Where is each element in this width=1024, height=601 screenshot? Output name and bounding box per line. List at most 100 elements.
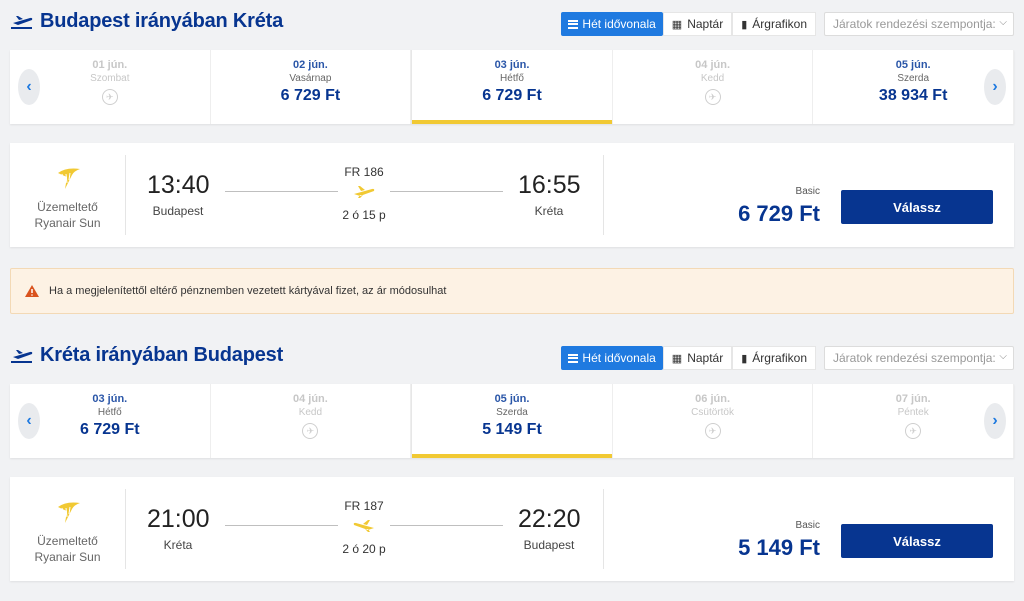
chevron-down-icon: ⌵ bbox=[999, 17, 1007, 28]
departure-time: 13:40 bbox=[147, 171, 210, 199]
chevron-right-icon: › bbox=[992, 412, 998, 429]
inbound-date-strip: ‹ 03 jún. Hétfő 6 729 Ft 04 jún. Kedd ✈ … bbox=[10, 384, 1014, 458]
inbound-header: Kréta irányában Budapest Hét idővonala ▦… bbox=[10, 344, 1014, 374]
date-label: 03 jún. bbox=[494, 59, 530, 71]
flight-price: 5 149 Ft bbox=[738, 535, 820, 560]
date-price: 6 729 Ft bbox=[80, 421, 140, 438]
next-dates-button[interactable]: › bbox=[984, 403, 1006, 439]
inbound-title: Kréta irányában Budapest bbox=[10, 344, 283, 367]
no-flight-icon: ✈ bbox=[302, 423, 319, 439]
calendar-icon: ▦ bbox=[671, 352, 683, 365]
date-label: 04 jún. bbox=[695, 59, 730, 71]
date-label: 05 jún. bbox=[494, 393, 530, 405]
flight-duration: 2 ó 20 p bbox=[342, 542, 386, 556]
weekday-label: Vasárnap bbox=[289, 73, 332, 84]
arrival-time: 16:55 bbox=[518, 171, 581, 199]
route-line bbox=[390, 525, 503, 526]
date-label: 02 jún. bbox=[292, 59, 328, 71]
weekday-label: Szombat bbox=[90, 73, 130, 84]
price-chart-view-label: Árgrafikon bbox=[752, 17, 807, 31]
prev-dates-button[interactable]: ‹ bbox=[18, 403, 40, 439]
sort-select[interactable]: Járatok rendezési szempontja: ⌵ bbox=[824, 12, 1014, 36]
plane-icon bbox=[354, 186, 375, 198]
date-label: 04 jún. bbox=[292, 393, 328, 405]
flight-number: FR 186 bbox=[344, 165, 384, 179]
fare-type: Basic bbox=[795, 186, 820, 197]
ryanair-harp-logo bbox=[58, 502, 80, 523]
plane-departure-icon bbox=[11, 349, 33, 363]
date-price: 6 729 Ft bbox=[482, 87, 542, 104]
sort-select-placeholder: Járatok rendezési szempontja: bbox=[833, 351, 996, 365]
plane-icon bbox=[353, 520, 374, 532]
outbound-flight-card[interactable]: Üzemeltető Ryanair Sun 13:40 Budapest FR… bbox=[10, 143, 1014, 247]
timeline-view-button[interactable]: Hét idővonala bbox=[561, 12, 663, 36]
operator-block: Üzemeltető Ryanair Sun bbox=[10, 477, 125, 581]
date-label: 05 jún. bbox=[895, 59, 931, 71]
weekday-label: Csütörtök bbox=[691, 407, 734, 418]
weekday-label: Hétfő bbox=[97, 407, 122, 418]
calendar-view-button[interactable]: ▦ Naptár bbox=[662, 12, 733, 36]
route-line bbox=[390, 191, 503, 192]
arrival-time: 22:20 bbox=[518, 505, 581, 533]
date-cell-selected[interactable]: 03 jún. Hétfő 6 729 Ft bbox=[411, 50, 613, 124]
operator-name: Ryanair Sun bbox=[34, 550, 101, 564]
route-line bbox=[225, 191, 338, 192]
date-price: 6 729 Ft bbox=[280, 87, 341, 104]
fare-type: Basic bbox=[795, 520, 820, 531]
route-line bbox=[225, 525, 338, 526]
date-cell-selected[interactable]: 05 jún. Szerda 5 149 Ft bbox=[411, 384, 613, 458]
ryanair-harp-logo bbox=[58, 168, 80, 189]
prev-dates-button[interactable]: ‹ bbox=[18, 69, 40, 105]
date-label: 06 jún. bbox=[695, 393, 730, 405]
arrival-city: Budapest bbox=[523, 538, 575, 552]
timeline-view-button[interactable]: Hét idővonala bbox=[561, 346, 663, 370]
date-cell[interactable]: 02 jún. Vasárnap 6 729 Ft bbox=[211, 50, 412, 124]
outbound-title-text: Budapest irányában Kréta bbox=[40, 10, 284, 32]
date-cell: 04 jún. Kedd ✈ bbox=[613, 50, 814, 124]
weekday-label: Kedd bbox=[298, 407, 323, 418]
date-cell: 01 jún. Szombat ✈ bbox=[10, 50, 211, 124]
outbound-view-controls: Hét idővonala ▦ Naptár ▮ Árgrafikon Jára… bbox=[561, 12, 1014, 36]
warning-text: Ha a megjelenítettől eltérő pénznemben v… bbox=[49, 285, 447, 297]
flight-price: 6 729 Ft bbox=[738, 201, 820, 226]
choose-flight-button[interactable]: Válassz bbox=[841, 190, 993, 224]
date-cell: 07 jún. Péntek ✈ bbox=[813, 384, 1014, 458]
divider bbox=[603, 489, 604, 569]
currency-warning: Ha a megjelenítettől eltérő pénznemben v… bbox=[10, 268, 1014, 314]
no-flight-icon: ✈ bbox=[704, 89, 721, 105]
date-label: 01 jún. bbox=[92, 59, 128, 71]
sort-select[interactable]: Járatok rendezési szempontja: ⌵ bbox=[824, 346, 1014, 370]
calendar-view-button[interactable]: ▦ Naptár bbox=[662, 346, 733, 370]
operator-block: Üzemeltető Ryanair Sun bbox=[10, 143, 125, 247]
sort-select-placeholder: Járatok rendezési szempontja: bbox=[833, 17, 996, 31]
date-price: 38 934 Ft bbox=[878, 87, 948, 104]
inbound-flight-card[interactable]: Üzemeltető Ryanair Sun 21:00 Kréta FR 18… bbox=[10, 477, 1014, 581]
operator-name: Ryanair Sun bbox=[34, 216, 101, 230]
date-cell[interactable]: 05 jún. Szerda 38 934 Ft bbox=[813, 50, 1014, 124]
outbound-date-strip: ‹ 01 jún. Szombat ✈ 02 jún. Vasárnap 6 7… bbox=[10, 50, 1014, 124]
price-chart-view-button[interactable]: ▮ Árgrafikon bbox=[732, 12, 816, 36]
weekday-label: Péntek bbox=[897, 407, 929, 418]
next-dates-button[interactable]: › bbox=[984, 69, 1006, 105]
list-icon bbox=[568, 18, 579, 30]
calendar-view-label: Naptár bbox=[687, 351, 724, 365]
flight-number: FR 187 bbox=[344, 499, 384, 513]
inbound-title-text: Kréta irányában Budapest bbox=[40, 344, 284, 366]
bar-chart-icon: ▮ bbox=[741, 18, 748, 31]
price-chart-view-button[interactable]: ▮ Árgrafikon bbox=[732, 346, 816, 370]
choose-flight-button[interactable]: Válassz bbox=[841, 524, 993, 558]
departure-city: Budapest bbox=[152, 204, 204, 218]
warning-icon bbox=[25, 285, 39, 297]
weekday-label: Szerda bbox=[897, 73, 930, 84]
weekday-label: Kedd bbox=[700, 73, 725, 84]
flight-duration: 2 ó 15 p bbox=[342, 208, 386, 222]
chevron-left-icon: ‹ bbox=[26, 412, 32, 429]
departure-city: Kréta bbox=[163, 538, 193, 552]
calendar-view-label: Naptár bbox=[687, 17, 724, 31]
operator-label: Üzemeltető bbox=[37, 200, 98, 214]
divider bbox=[125, 155, 126, 235]
date-label: 03 jún. bbox=[92, 393, 128, 405]
date-cell[interactable]: 03 jún. Hétfő 6 729 Ft bbox=[10, 384, 211, 458]
plane-departure-icon bbox=[11, 15, 33, 29]
arrival-city: Kréta bbox=[534, 204, 564, 218]
